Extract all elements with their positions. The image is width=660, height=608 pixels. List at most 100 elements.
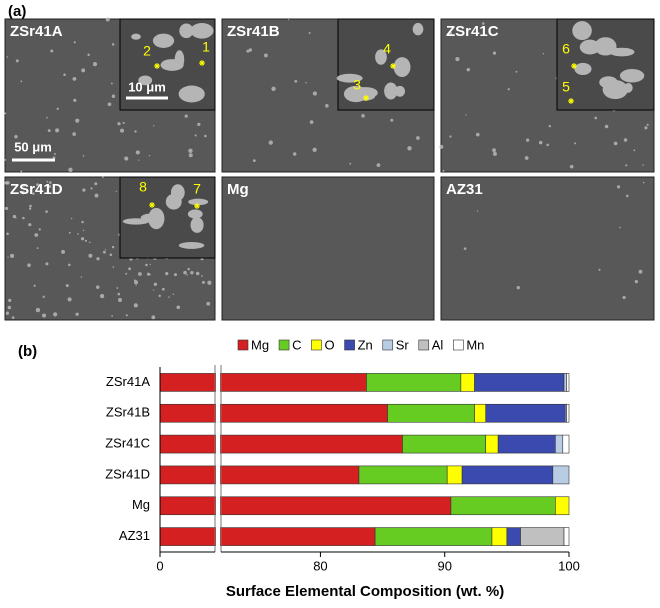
particle [68,231,71,234]
particle [111,314,113,317]
particle [179,88,189,97]
particle [149,263,151,266]
particle [72,77,77,81]
particle [598,268,601,271]
particle [178,242,205,249]
particle [516,286,520,290]
particle [15,59,19,63]
image [221,176,435,321]
micrograph: 6 5 ZSr41C [439,18,655,173]
point-label: 7 [193,181,201,197]
particle [642,164,644,166]
particle [201,275,203,277]
point-marker [194,203,200,209]
particle [4,206,9,211]
particle [622,295,626,300]
panel-label: (b) [18,343,37,360]
micrograph: Mg [221,176,435,321]
particle [111,245,115,249]
particle [309,120,314,124]
particle [77,233,79,235]
particle [80,237,85,241]
point-marker [571,63,577,69]
particle [45,262,49,266]
bar-segment [402,434,487,454]
y-tick-label: ZSr41C [105,436,150,451]
point-label: 8 [139,179,147,195]
particle [148,154,151,157]
point-marker [154,63,160,69]
particle [111,43,115,46]
particle [82,229,85,232]
particle [448,31,453,35]
particle [125,314,128,317]
bar-segment [491,527,508,546]
particle [75,118,80,123]
particle [361,114,365,118]
particle [153,282,158,286]
panel-title: Mg [227,181,249,198]
particle [442,170,445,172]
particle [336,73,363,83]
particle [53,312,58,317]
bar-segment [446,465,463,485]
bar-segment [566,403,570,423]
particle [188,198,209,206]
particle [492,148,496,153]
particle [56,107,59,110]
particle [82,155,85,157]
particle [124,156,129,161]
particle [145,263,148,267]
particle [128,267,131,271]
particle [6,56,8,58]
micrograph: AZ31 [440,176,655,321]
particle [82,188,86,192]
point-marker [363,95,369,101]
particle [134,280,139,285]
particle [102,176,104,178]
particle [268,140,273,145]
point-label: 6 [562,41,570,57]
particle [7,305,12,310]
particle [195,271,200,276]
particle [594,116,598,120]
particle [8,298,12,303]
particle [125,272,128,275]
particle [619,226,621,229]
particle [46,116,48,119]
particle [546,143,549,147]
particle [168,296,170,298]
y-tick-label: ZSr41A [106,374,150,389]
particle [515,70,518,73]
particle [111,94,116,98]
particle [407,146,412,151]
particle [67,297,72,302]
particle [80,276,83,278]
particle [633,149,636,152]
bar-segment [562,434,570,454]
particle [616,185,621,189]
particle [292,152,297,156]
particle [165,193,182,210]
particle [15,217,17,219]
particle [197,122,201,126]
particle [135,150,140,155]
particle [642,181,645,184]
y-tick-label: ZSr41D [105,466,150,481]
bar-segment [159,465,360,485]
particle [572,21,592,41]
particle [179,23,194,39]
particle [613,141,618,146]
particle [68,167,73,172]
bar-segment [159,403,388,423]
particle [120,128,125,133]
particle [625,194,629,198]
particle [625,164,628,167]
y-tick-label: Mg [132,497,150,512]
particle [190,217,204,233]
particle [67,263,71,267]
particle [138,272,142,276]
particle [38,228,41,231]
particle [288,19,290,21]
particle [117,292,121,296]
